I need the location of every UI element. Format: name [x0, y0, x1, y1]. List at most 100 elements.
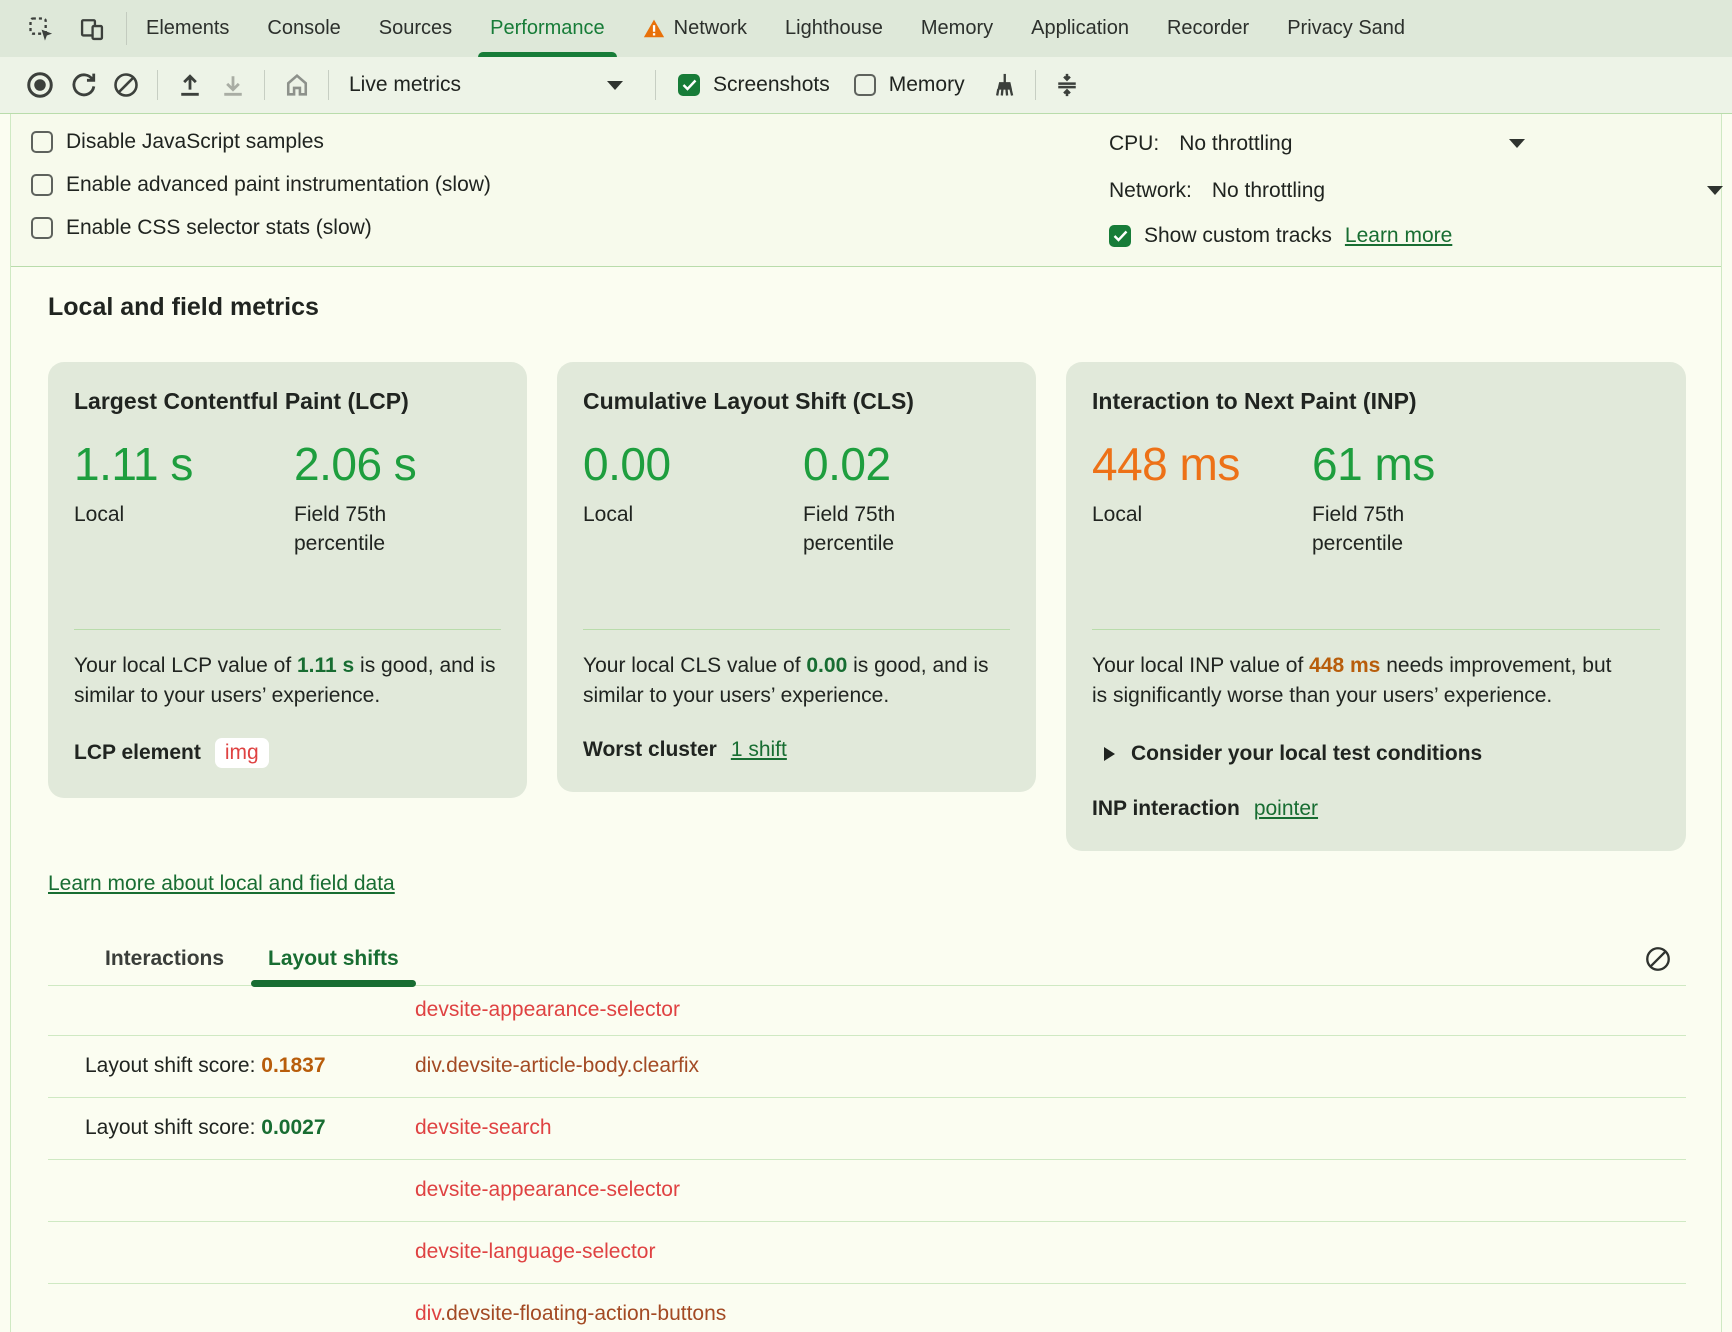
inspect-element-icon[interactable] [24, 12, 57, 45]
toolbar-separator [1034, 70, 1036, 100]
capture-settings: Disable JavaScript samples Enable advanc… [11, 114, 1723, 267]
inp-interaction-row: INP interaction pointer [1092, 797, 1660, 821]
warning-icon [643, 18, 665, 40]
memory-checkbox-row[interactable]: Memory [853, 73, 965, 97]
cls-worst-cluster-row: Worst cluster 1 shift [583, 738, 1010, 762]
home-button[interactable] [280, 69, 313, 102]
worst-cluster-link[interactable]: 1 shift [730, 737, 787, 761]
upload-profile-button[interactable] [173, 69, 206, 102]
layout-shift-row[interactable]: div.devsite-floating-action-buttons [48, 1284, 1686, 1332]
tab-privacy-sandbox[interactable]: Privacy Sand [1287, 17, 1406, 39]
lcp-local-value: 1.11 s [74, 438, 193, 490]
inp-interaction-link[interactable]: pointer [1253, 796, 1319, 820]
collapse-panel-icon[interactable] [1051, 69, 1084, 102]
disable-js-samples-row[interactable]: Disable JavaScript samples [31, 130, 491, 154]
tab-sources[interactable]: Sources [378, 17, 453, 39]
shift-element-link[interactable]: devsite-language-selector [415, 1240, 656, 1264]
download-profile-button[interactable] [216, 69, 249, 102]
layout-shift-row[interactable]: devsite-appearance-selector [48, 1160, 1686, 1222]
local-test-conditions-label: Consider your local test conditions [1131, 741, 1483, 765]
layout-shift-row[interactable]: Layout shift score: 0.1837 div.devsite-a… [48, 1036, 1686, 1098]
shift-element-link[interactable]: div.devsite-article-body.clearfix [415, 1054, 699, 1078]
tab-recorder[interactable]: Recorder [1166, 17, 1250, 39]
learn-more-field-data-link[interactable]: Learn more about local and field data [48, 871, 395, 895]
shift-element-link[interactable]: devsite-appearance-selector [415, 998, 680, 1022]
css-selector-stats-row[interactable]: Enable CSS selector stats (slow) [31, 216, 491, 240]
devtools-tabbar: Elements Console Sources Performance Net… [0, 0, 1732, 57]
advanced-paint-row[interactable]: Enable advanced paint instrumentation (s… [31, 173, 491, 197]
cpu-value: No throttling [1179, 132, 1293, 155]
network-throttling-select[interactable]: Network: No throttling [1109, 177, 1723, 205]
card-divider [1092, 629, 1660, 630]
inp-interaction-label: INP interaction [1092, 796, 1240, 820]
chevron-down-icon [1707, 186, 1723, 195]
network-value: No throttling [1211, 179, 1326, 202]
clear-log-icon[interactable] [1641, 943, 1674, 976]
log-tabs: Interactions Layout shifts [88, 946, 1686, 987]
lcp-element-node-link[interactable]: img [214, 737, 269, 768]
clear-recording-button[interactable] [109, 69, 142, 102]
cls-card-title: Cumulative Layout Shift (CLS) [583, 388, 914, 414]
tab-elements[interactable]: Elements [146, 17, 230, 39]
reload-record-button[interactable] [66, 69, 99, 102]
screenshots-checkbox-row[interactable]: Screenshots [678, 73, 830, 97]
tab-console[interactable]: Console [267, 17, 341, 39]
shift-element-link[interactable]: devsite-appearance-selector [415, 1178, 680, 1202]
lcp-field-value: 2.06 s [294, 438, 417, 490]
tab-application[interactable]: Application [1031, 17, 1129, 39]
local-test-conditions-disclosure[interactable]: Consider your local test conditions [1092, 742, 1660, 766]
toolbar-separator [157, 70, 158, 100]
page-title: Local and field metrics [48, 293, 319, 321]
lcp-element-label: LCP element [74, 740, 201, 764]
gc-broom-icon[interactable] [987, 69, 1020, 102]
custom-tracks-learn-more-link[interactable]: Learn more [1344, 224, 1453, 247]
layout-shift-row[interactable]: devsite-language-selector [48, 1222, 1686, 1284]
disable-js-samples-checkbox[interactable] [31, 131, 53, 153]
live-metrics-view: Local and field metrics Largest Contentf… [11, 267, 1721, 1332]
card-divider [583, 629, 1010, 630]
device-toolbar-icon[interactable] [75, 12, 108, 45]
cpu-throttling-select[interactable]: CPU: No throttling [1109, 130, 1721, 158]
cls-inline-value: 0.00 [806, 654, 848, 677]
memory-checkbox[interactable] [853, 74, 876, 96]
inp-field-label: Field 75th percentile [1312, 502, 1405, 555]
history-dropdown[interactable]: Live metrics [349, 73, 639, 97]
advanced-paint-checkbox[interactable] [31, 174, 53, 196]
capture-settings-left: Disable JavaScript samples Enable advanc… [31, 130, 491, 248]
shift-element-link[interactable]: devsite-search [415, 1116, 552, 1140]
tab-network[interactable]: Network [624, 0, 766, 57]
cls-card: Cumulative Layout Shift (CLS) 0.00 Local… [557, 362, 1036, 792]
layout-shift-row[interactable]: devsite-appearance-selector [48, 986, 1686, 1036]
log-tabs-divider [48, 984, 1686, 986]
performance-toolbar: Live metrics Screenshots Memory [0, 57, 1732, 114]
performance-panel: Disable JavaScript samples Enable advanc… [10, 114, 1723, 1332]
toolbar-separator [655, 70, 656, 100]
tab-layout-shifts[interactable]: Layout shifts [251, 947, 416, 987]
tab-memory[interactable]: Memory [920, 17, 994, 39]
tab-lighthouse[interactable]: Lighthouse [785, 17, 883, 39]
score-value: 0.0027 [261, 1116, 326, 1140]
card-divider [74, 629, 501, 630]
tab-performance[interactable]: Performance [471, 0, 624, 57]
cls-values: 0.00 Local 0.02 Field 75th percentile [583, 439, 1010, 629]
inp-inline-value: 448 ms [1309, 654, 1381, 677]
custom-tracks-row[interactable]: Show custom tracks Learn more [1109, 224, 1721, 248]
lcp-element-row: LCP element img [74, 737, 501, 768]
worst-cluster-label: Worst cluster [583, 737, 717, 761]
inp-description: Your local INP value of 448 ms needs imp… [1092, 654, 1612, 707]
custom-tracks-checkbox[interactable] [1109, 225, 1131, 247]
tab-interactions[interactable]: Interactions [105, 946, 225, 970]
cls-field-value: 0.02 [803, 438, 891, 490]
cpu-label: CPU: [1109, 132, 1160, 155]
layout-shift-row[interactable]: Layout shift score: 0.0027 devsite-searc… [48, 1098, 1686, 1160]
css-selector-stats-checkbox[interactable] [31, 217, 53, 239]
lcp-values: 1.11 s Local 2.06 s Field 75th percentil… [74, 439, 501, 629]
capture-settings-right: CPU: No throttling Network: No throttlin… [1109, 130, 1723, 248]
record-button[interactable] [23, 69, 56, 102]
screenshots-checkbox[interactable] [678, 74, 700, 96]
shift-element-link[interactable]: div.devsite-floating-action-buttons [415, 1302, 727, 1326]
chevron-down-icon [1509, 139, 1525, 148]
tabbar-separator [126, 12, 127, 45]
cls-field-label: Field 75th percentile [803, 502, 896, 555]
chevron-down-icon [607, 80, 623, 90]
